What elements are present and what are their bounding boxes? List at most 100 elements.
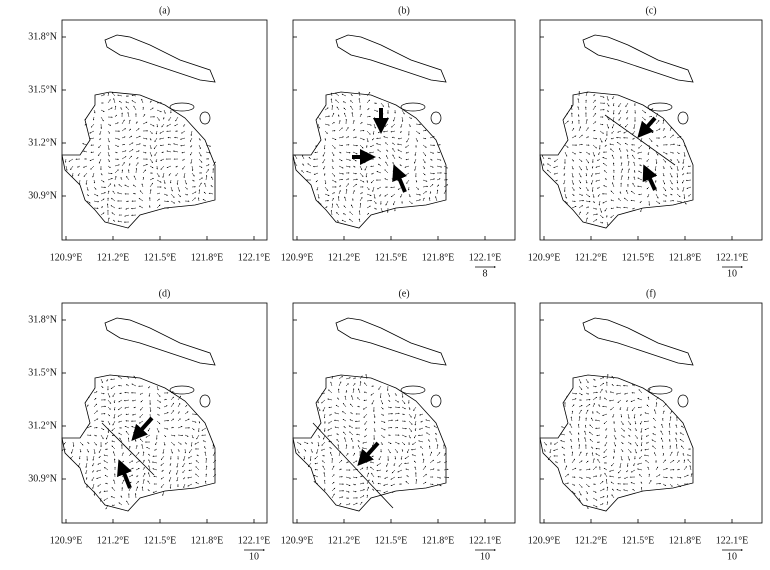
wind-vector <box>170 434 176 437</box>
wind-vector <box>592 144 597 149</box>
wind-vector <box>626 406 629 412</box>
wind-vector <box>89 137 95 140</box>
island <box>647 385 673 395</box>
wind-vector <box>345 483 351 487</box>
wind-vector <box>350 105 354 111</box>
wind-vector <box>542 155 545 160</box>
wind-vector <box>602 157 608 160</box>
wind-vector <box>578 134 583 139</box>
wind-vector <box>160 455 165 461</box>
wind-vector <box>117 375 123 380</box>
coastline <box>61 374 216 512</box>
wind-vector <box>632 207 636 210</box>
wind-vector <box>564 144 569 148</box>
wind-vector <box>651 439 657 443</box>
wind-vector <box>112 451 116 457</box>
lon-label: 120.9°E <box>281 252 314 263</box>
wind-vector <box>125 101 130 104</box>
wind-vector <box>156 427 160 433</box>
wind-vector <box>90 123 95 128</box>
lat-label: 31.2°N <box>28 137 57 148</box>
wind-vector <box>422 158 426 164</box>
wind-vector <box>205 465 208 471</box>
wind-vector <box>328 406 333 409</box>
wind-vector <box>414 413 417 419</box>
wind-vector <box>208 192 214 195</box>
wind-vector <box>182 158 186 161</box>
wind-vector <box>338 119 341 125</box>
wind-vector <box>617 399 622 404</box>
lon-label: 120.9°E <box>281 535 314 546</box>
wind-vector <box>584 436 587 443</box>
wind-vector <box>89 130 95 134</box>
wind-vector <box>86 200 91 204</box>
wind-vector <box>683 151 686 157</box>
wind-vector <box>569 430 573 436</box>
wind-vector <box>680 445 685 450</box>
wind-vector <box>128 474 134 478</box>
wind-vector <box>341 93 347 97</box>
wind-vector <box>202 440 207 443</box>
wind-vector <box>386 149 389 153</box>
wind-vector <box>373 207 377 210</box>
wind-vector <box>321 399 326 404</box>
lon-label: 122.1°E <box>469 252 502 263</box>
wind-vector <box>149 137 152 141</box>
wind-vector <box>646 186 650 190</box>
wind-vector <box>578 186 582 190</box>
wind-vector <box>426 432 431 436</box>
lon-label: 121.5°E <box>375 252 408 263</box>
wind-vector <box>602 413 608 417</box>
wind-vector <box>590 179 594 185</box>
wind-vector <box>128 142 134 146</box>
scale-label: 10 <box>249 551 259 562</box>
wind-vector <box>605 390 608 394</box>
wind-vector <box>85 469 88 475</box>
wind-vector <box>329 413 333 416</box>
wind-vector <box>308 462 312 468</box>
wind-vector <box>163 398 167 401</box>
wind-vector <box>163 193 168 196</box>
wind-vector <box>436 178 441 181</box>
wind-vector <box>163 200 170 203</box>
wind-vector <box>620 420 624 426</box>
wind-vector <box>436 165 443 168</box>
wind-vector <box>352 144 359 147</box>
wind-vector <box>639 164 643 167</box>
flow-arrow <box>392 164 407 193</box>
wind-vector <box>338 451 341 457</box>
wind-vector <box>198 177 203 181</box>
wind-vector <box>623 489 629 492</box>
wind-vector <box>114 122 119 125</box>
wind-vector <box>662 165 665 170</box>
wind-vector <box>93 448 96 455</box>
wind-vector <box>662 483 667 487</box>
wind-vector <box>182 165 186 170</box>
wind-vector <box>118 399 123 403</box>
lon-label: 121.2°E <box>575 535 608 546</box>
wind-vector <box>429 136 435 139</box>
wind-vector <box>130 207 137 210</box>
wind-vector <box>162 490 165 496</box>
wind-vector <box>154 448 158 451</box>
wind-vector <box>111 445 116 450</box>
wind-vector <box>107 151 110 157</box>
wind-vector <box>549 448 552 454</box>
wind-vector <box>414 158 417 164</box>
island <box>400 102 426 112</box>
wind-vector <box>640 481 643 485</box>
wind-vector <box>194 441 200 445</box>
wind-vector <box>92 462 95 467</box>
wind-vector <box>578 409 582 415</box>
wind-vector <box>405 158 410 161</box>
wind-vector <box>366 123 372 126</box>
wind-vector <box>392 147 396 153</box>
wind-vector <box>604 207 608 212</box>
panel-label: (b) <box>398 5 410 16</box>
wind-vector <box>393 462 396 467</box>
wind-vector <box>195 482 200 485</box>
wind-vector <box>376 489 382 492</box>
wind-vector <box>338 503 342 506</box>
wind-vector <box>546 169 552 174</box>
